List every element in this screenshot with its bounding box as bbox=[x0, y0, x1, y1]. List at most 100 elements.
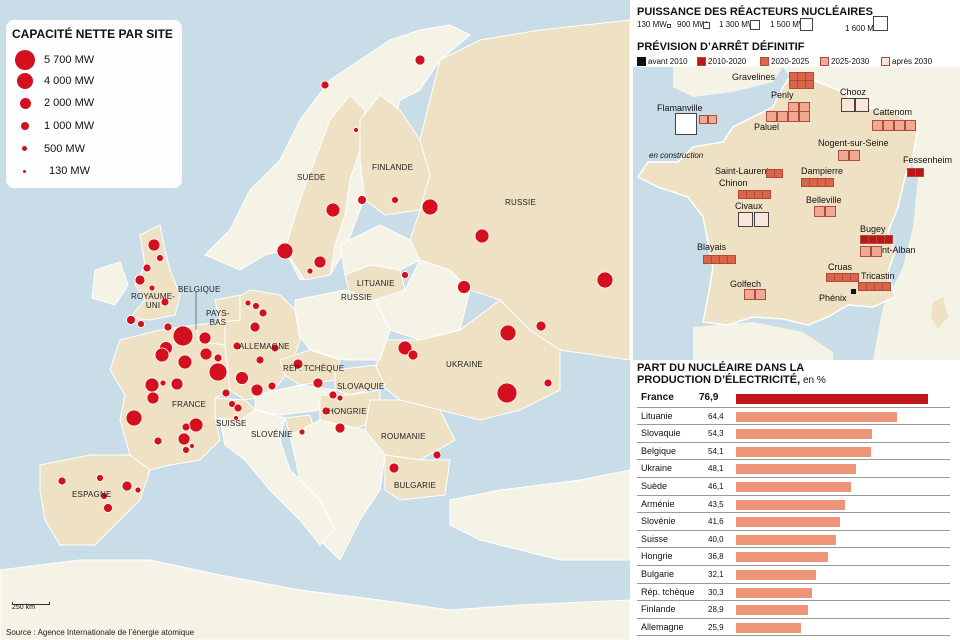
site-dot bbox=[125, 409, 143, 427]
reactor-square bbox=[788, 111, 799, 122]
site-dot bbox=[170, 377, 184, 391]
share-row-divider bbox=[637, 565, 950, 566]
share-bar bbox=[736, 394, 928, 404]
share-bar bbox=[736, 411, 897, 422]
forecast-swatch-2025-2030 bbox=[820, 57, 829, 66]
power-900-label: 900 MW bbox=[677, 20, 707, 29]
europe-map bbox=[0, 0, 630, 640]
site-label-cattenom: Cattenom bbox=[873, 107, 913, 117]
reactor-square bbox=[699, 115, 708, 124]
legend-label-1000: 1 000 MW bbox=[44, 120, 95, 132]
site-dot bbox=[474, 228, 490, 244]
legend-dot-4000 bbox=[17, 73, 33, 89]
forecast-label-2010-2020: 2010-2020 bbox=[708, 57, 747, 66]
share-bar bbox=[736, 534, 836, 545]
share-value-label: 54,1 bbox=[708, 446, 724, 456]
share-title-line2: PRODUCTION D’ÉLECTRICITÉ, en % bbox=[637, 374, 826, 387]
site-dot bbox=[320, 80, 330, 90]
country-label-suede: SUÈDE bbox=[297, 173, 326, 182]
power-1600-label: 1 600 MW bbox=[845, 24, 882, 33]
reactor-square bbox=[883, 120, 894, 131]
share-country-label: Finlande bbox=[641, 604, 676, 615]
reactor-square bbox=[882, 282, 891, 291]
reactor-square bbox=[774, 169, 783, 178]
site-label-paluel: Paluel bbox=[754, 122, 780, 132]
nuclear-sites bbox=[57, 54, 614, 513]
slovakia bbox=[334, 364, 386, 396]
forecast-title: PRÉVISION D’ARRÊT DÉFINITIF bbox=[637, 41, 805, 53]
site-dot bbox=[96, 474, 104, 482]
share-title-unit: en % bbox=[800, 375, 826, 386]
site-dot bbox=[159, 379, 167, 387]
reactor-square bbox=[872, 120, 883, 131]
site-label-saint-alban: Saint-Alban bbox=[869, 245, 916, 255]
power-1300-label: 1 300 MW bbox=[719, 20, 756, 29]
share-row-divider bbox=[637, 512, 950, 514]
reactor-square bbox=[905, 120, 916, 131]
reactor-square bbox=[762, 190, 771, 199]
legend-label-130: 130 MW bbox=[49, 165, 90, 177]
reactor-square-civaux bbox=[754, 212, 769, 227]
site-label-phenix: Phénix bbox=[819, 293, 847, 303]
site-dot bbox=[328, 390, 338, 400]
site-dot bbox=[233, 415, 239, 421]
site-dot bbox=[146, 391, 160, 405]
share-value-label: 76,9 bbox=[699, 392, 719, 403]
share-country-label: Slovénie bbox=[641, 516, 676, 527]
reactor-square bbox=[849, 150, 860, 161]
legend-dot-500 bbox=[22, 146, 27, 151]
share-value-label: 36,8 bbox=[708, 552, 724, 562]
share-row-divider bbox=[637, 406, 950, 408]
share-country-label: Bulgarie bbox=[641, 569, 675, 579]
site-dot bbox=[306, 267, 314, 275]
site-dot bbox=[221, 388, 231, 398]
country-label-belgique: BELGIQUE bbox=[178, 285, 221, 294]
site-label-golfech: Golfech bbox=[730, 279, 762, 289]
country-label-russie: RUSSIE bbox=[505, 198, 536, 207]
netherlands bbox=[214, 294, 241, 323]
share-row-divider bbox=[637, 635, 950, 637]
country-label-royaume-uni: ROYAUME- UNI bbox=[131, 292, 176, 310]
country-label-finlande: FINLANDE bbox=[372, 163, 414, 172]
country-label-pays-bas: PAYS- BAS bbox=[206, 309, 230, 327]
share-country-label: Suède bbox=[641, 481, 668, 491]
site-dot bbox=[228, 400, 236, 408]
site-dot bbox=[298, 428, 306, 436]
reactor-square bbox=[850, 273, 859, 282]
france-map-land bbox=[636, 71, 919, 326]
share-row-divider bbox=[637, 582, 950, 584]
site-dot bbox=[258, 308, 268, 318]
share-country-label: Hongrie bbox=[641, 551, 673, 562]
forecast-swatch-apres-2030 bbox=[881, 57, 890, 66]
site-dot bbox=[153, 436, 163, 446]
share-row-divider bbox=[637, 617, 950, 619]
site-dot bbox=[252, 302, 260, 310]
site-dot bbox=[250, 383, 264, 397]
site-label-tricastin: Tricastin bbox=[861, 271, 895, 281]
share-value-label: 30,3 bbox=[708, 587, 724, 597]
site-dot bbox=[156, 254, 164, 262]
france-map-corsica bbox=[931, 297, 948, 329]
site-dot bbox=[103, 503, 113, 513]
en-construction-note: en construction bbox=[649, 151, 704, 160]
share-title-line1: PART DU NUCLÉAIRE DANS LA bbox=[637, 362, 805, 374]
share-country-label: Lituanie bbox=[641, 410, 673, 421]
site-dot bbox=[496, 382, 518, 404]
share-row-divider bbox=[637, 494, 950, 496]
site-label-nogent: Nogent-sur-Seine bbox=[818, 138, 889, 148]
country-label-france: FRANCE bbox=[172, 400, 207, 409]
share-country-label: Belgique bbox=[641, 445, 677, 456]
site-dot bbox=[353, 127, 359, 133]
site-dot bbox=[401, 271, 409, 279]
reactor-square bbox=[799, 111, 810, 122]
share-bar bbox=[736, 552, 828, 563]
share-bar bbox=[736, 499, 845, 510]
legend-title: CAPACITÉ NETTE PAR SITE bbox=[12, 27, 173, 41]
share-bar bbox=[736, 446, 872, 457]
site-dot bbox=[255, 355, 265, 365]
power-900-square bbox=[703, 22, 710, 29]
site-dot bbox=[172, 325, 194, 347]
power-1500-square bbox=[800, 18, 813, 31]
share-country-label: Ukraine bbox=[641, 463, 673, 474]
site-dot bbox=[148, 284, 156, 292]
